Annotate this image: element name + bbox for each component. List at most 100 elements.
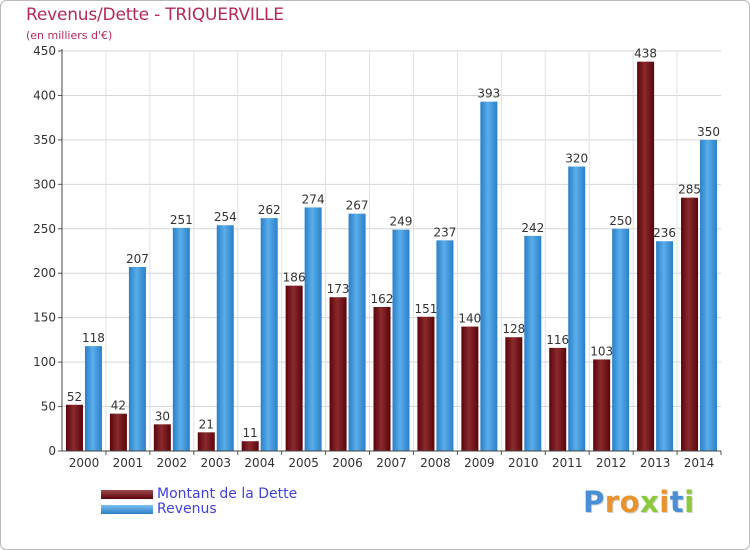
bar-revenus-2003 — [216, 225, 234, 451]
logo-letter: x — [640, 485, 660, 519]
x-tick-label-2012: 2012 — [596, 456, 627, 470]
y-tick-label-300: 300 — [33, 177, 56, 191]
x-tick-label-2005: 2005 — [288, 456, 319, 470]
data-label-revenus-2004: 262 — [258, 203, 281, 217]
data-label-revenus-2014: 350 — [697, 125, 720, 139]
legend-swatch-dette — [101, 490, 153, 499]
bar-revenus-2002 — [172, 227, 190, 451]
bar-dette-2009 — [461, 326, 479, 451]
bar-revenus-2012 — [612, 228, 630, 451]
bar-revenus-2013 — [656, 241, 674, 451]
data-label-revenus-2008: 237 — [433, 225, 456, 239]
y-tick-label-100: 100 — [33, 355, 56, 369]
x-tick-label-2004: 2004 — [244, 456, 275, 470]
y-tick-label-50: 50 — [41, 400, 56, 414]
x-tick-label-2009: 2009 — [464, 456, 495, 470]
y-tick-label-250: 250 — [33, 222, 56, 236]
bar-dette-2000 — [65, 404, 83, 451]
bar-revenus-2008 — [436, 240, 454, 451]
chart-title: Revenus/Dette - TRIQUERVILLE — [26, 5, 284, 25]
x-tick-label-2001: 2001 — [113, 456, 144, 470]
y-tick-label-0: 0 — [48, 444, 56, 458]
logo-letter: o — [619, 485, 641, 519]
x-tick-label-2013: 2013 — [640, 456, 671, 470]
legend-swatch-revenus — [101, 505, 153, 514]
x-tick-label-2010: 2010 — [508, 456, 539, 470]
bar-revenus-2010 — [524, 235, 542, 451]
x-tick-label-2007: 2007 — [376, 456, 407, 470]
data-label-revenus-2009: 393 — [477, 87, 500, 101]
bar-revenus-2001 — [128, 267, 146, 451]
bar-dette-2001 — [109, 413, 127, 451]
bar-revenus-2005 — [304, 207, 322, 451]
bar-revenus-2011 — [568, 166, 586, 452]
bar-dette-2005 — [285, 285, 303, 451]
data-label-dette-2000: 52 — [67, 390, 82, 404]
bar-dette-2004 — [241, 441, 259, 451]
data-label-dette-2003: 21 — [199, 417, 214, 431]
y-tick-label-350: 350 — [33, 133, 56, 147]
bar-revenus-2007 — [392, 229, 410, 451]
x-tick-label-2000: 2000 — [69, 456, 100, 470]
proxiti-logo: Proxiti — [583, 485, 695, 519]
bar-dette-2014 — [681, 197, 699, 451]
bar-dette-2007 — [373, 307, 391, 451]
bar-dette-2011 — [549, 347, 567, 451]
x-tick-label-2002: 2002 — [157, 456, 188, 470]
bar-revenus-2006 — [348, 213, 366, 451]
data-label-revenus-2006: 267 — [346, 199, 369, 213]
data-label-dette-2008: 151 — [414, 302, 437, 316]
x-tick-label-2014: 2014 — [684, 456, 715, 470]
data-label-revenus-2010: 242 — [521, 221, 544, 235]
data-label-dette-2012: 103 — [590, 344, 613, 358]
logo-letter: r — [604, 485, 620, 519]
data-label-revenus-2012: 250 — [609, 214, 632, 228]
y-tick-label-450: 450 — [33, 44, 56, 58]
data-label-dette-2002: 30 — [155, 409, 170, 423]
data-label-revenus-2000: 118 — [82, 331, 105, 345]
data-label-dette-2006: 173 — [327, 282, 350, 296]
x-tick-label-2003: 2003 — [200, 456, 231, 470]
x-tick-label-2008: 2008 — [420, 456, 451, 470]
data-label-revenus-2003: 254 — [214, 210, 237, 224]
data-label-dette-2014: 285 — [678, 183, 701, 197]
data-label-revenus-2002: 251 — [170, 213, 193, 227]
bar-dette-2003 — [197, 432, 215, 451]
bar-dette-2013 — [637, 61, 655, 452]
bar-dette-2006 — [329, 297, 347, 451]
data-label-revenus-2007: 249 — [390, 215, 413, 229]
bar-dette-2002 — [153, 424, 171, 451]
bar-revenus-2000 — [84, 346, 102, 451]
data-label-revenus-2011: 320 — [565, 152, 588, 166]
y-tick-label-200: 200 — [33, 266, 56, 280]
data-label-dette-2013: 438 — [634, 47, 657, 61]
legend-label-revenus: Revenus — [157, 501, 217, 517]
data-label-revenus-2001: 207 — [126, 252, 149, 266]
data-label-dette-2007: 162 — [371, 292, 394, 306]
data-label-dette-2004: 11 — [243, 426, 258, 440]
logo-letter: i — [659, 485, 670, 519]
data-label-revenus-2005: 274 — [302, 192, 325, 206]
bar-revenus-2014 — [700, 139, 718, 451]
chart-subtitle: (en milliers d'€) — [26, 29, 113, 42]
x-tick-label-2006: 2006 — [332, 456, 363, 470]
y-tick-label-150: 150 — [33, 311, 56, 325]
bar-revenus-2009 — [480, 101, 498, 452]
data-label-dette-2001: 42 — [111, 399, 126, 413]
data-label-dette-2011: 116 — [546, 333, 569, 347]
bar-dette-2008 — [417, 316, 435, 451]
data-label-dette-2009: 140 — [458, 312, 481, 326]
data-label-dette-2010: 128 — [502, 322, 525, 336]
bar-dette-2012 — [593, 359, 611, 451]
data-label-revenus-2013: 236 — [653, 226, 676, 240]
logo-letter: t — [669, 485, 685, 519]
legend-label-dette: Montant de la Dette — [157, 486, 298, 502]
logo-letter: P — [583, 485, 605, 519]
x-tick-label-2011: 2011 — [552, 456, 583, 470]
bar-revenus-2004 — [260, 218, 278, 451]
logo-letter: i — [684, 485, 695, 519]
y-tick-label-400: 400 — [33, 88, 56, 102]
data-label-dette-2005: 186 — [283, 271, 306, 285]
